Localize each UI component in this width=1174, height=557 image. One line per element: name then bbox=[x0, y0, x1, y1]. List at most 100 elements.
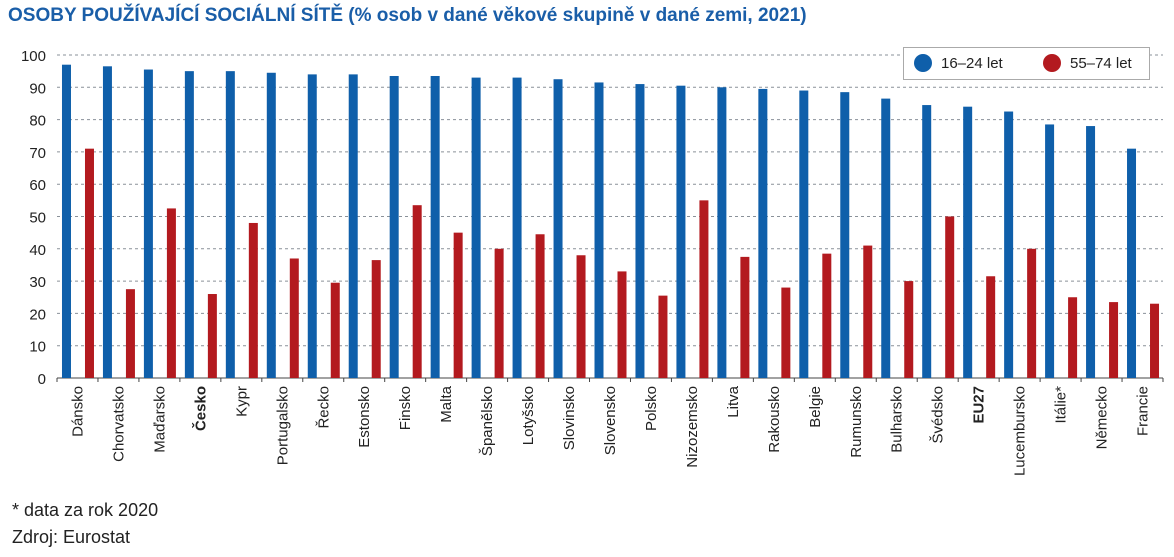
y-tick-label: 30 bbox=[29, 274, 46, 291]
bar-series2 bbox=[166, 208, 176, 378]
x-tick-label: Francie bbox=[1135, 386, 1152, 436]
x-tick-label: Finsko bbox=[397, 386, 414, 430]
bar-series1 bbox=[471, 77, 481, 379]
bar-series2 bbox=[986, 276, 996, 378]
bar-series2 bbox=[781, 287, 791, 378]
bar-series2 bbox=[84, 148, 94, 378]
bar-series2 bbox=[535, 234, 545, 378]
x-tick-label: Řecko bbox=[315, 386, 332, 429]
x-tick-label: Slovensko bbox=[602, 386, 619, 455]
y-tick-label: 40 bbox=[29, 242, 46, 259]
x-tick-label: Itálie* bbox=[1053, 386, 1070, 424]
y-tick-label: 100 bbox=[21, 48, 46, 65]
bar-series1 bbox=[717, 87, 727, 379]
bar-series1 bbox=[922, 105, 932, 378]
x-tick-label: Bulharsko bbox=[889, 386, 906, 453]
legend-label-series2: 55–74 let bbox=[1070, 54, 1132, 72]
x-tick-label: Maďarsko bbox=[151, 386, 168, 453]
legend-item-series1: 16–24 let bbox=[914, 54, 1003, 72]
chart-title-main: OSOBY POUŽÍVAJÍCÍ SOCIÁLNÍ SÍTĚ bbox=[8, 5, 344, 26]
y-tick-label: 70 bbox=[29, 145, 46, 162]
x-tick-label: Španělsko bbox=[479, 386, 496, 456]
bar-series1 bbox=[963, 106, 973, 379]
y-tick-label: 90 bbox=[29, 80, 46, 97]
bar-series1 bbox=[594, 82, 604, 378]
bar-series1 bbox=[225, 71, 235, 379]
y-tick-label: 0 bbox=[38, 371, 46, 388]
bar-series1 bbox=[266, 72, 276, 378]
bar-series2 bbox=[330, 282, 340, 378]
x-tick-label: Slovinsko bbox=[561, 386, 578, 450]
chart-title-sub: (% osob v dané věkové skupině v dané zem… bbox=[348, 5, 807, 26]
legend-swatch-series1 bbox=[914, 54, 932, 72]
bar-series1 bbox=[881, 98, 891, 378]
bar-series1 bbox=[1127, 148, 1137, 378]
bar-series2 bbox=[658, 295, 668, 378]
footnote: * data za rok 2020 bbox=[12, 500, 159, 520]
x-tick-label: Rakousko bbox=[766, 386, 783, 453]
bar-series2 bbox=[125, 289, 135, 378]
x-tick-label: Nizozemsko bbox=[684, 386, 701, 468]
x-tick-label: EU27 bbox=[971, 386, 988, 424]
x-tick-label: Kypr bbox=[233, 386, 250, 417]
y-tick-label: 80 bbox=[29, 113, 46, 130]
x-tick-label: Lucembursko bbox=[1012, 386, 1029, 476]
x-tick-label: Chorvatsko bbox=[110, 386, 127, 462]
bar-series2 bbox=[1068, 297, 1078, 378]
bar-series2 bbox=[1027, 248, 1037, 378]
bar-chart: 0 10 20 30 40 50 60 70 80 90 100 Dánsko Chorvatsko Ma… bbox=[21, 48, 1164, 476]
source-note: Zdroj: Eurostat bbox=[12, 527, 131, 547]
bar-series1 bbox=[184, 71, 194, 379]
bar-series2 bbox=[945, 216, 955, 378]
bar-series1 bbox=[389, 75, 399, 379]
bar-series2 bbox=[740, 256, 750, 378]
bar-series1 bbox=[758, 88, 768, 378]
x-tick-label: Dánsko bbox=[69, 386, 86, 437]
bar-series1 bbox=[61, 64, 71, 378]
bar-series2 bbox=[1109, 302, 1119, 378]
bar-series2 bbox=[494, 248, 504, 378]
bar-series2 bbox=[576, 255, 586, 378]
bar-series2 bbox=[1150, 303, 1160, 378]
bar-series1 bbox=[635, 84, 645, 378]
x-tick-label: Německo bbox=[1094, 386, 1111, 449]
x-tick-label: Polsko bbox=[643, 386, 660, 431]
bar-series1 bbox=[799, 90, 809, 378]
x-tick-label: Rumunsko bbox=[848, 386, 865, 458]
bar-series2 bbox=[412, 205, 422, 378]
bar-series1 bbox=[143, 69, 153, 378]
x-tick-label: Portugalsko bbox=[274, 386, 291, 465]
bar-series2 bbox=[617, 271, 627, 378]
bar-series2 bbox=[904, 281, 914, 378]
bar-series2 bbox=[207, 294, 217, 378]
x-tick-label: Švédsko bbox=[930, 386, 947, 444]
x-tick-label: Belgie bbox=[807, 386, 824, 428]
bar-series1 bbox=[348, 74, 358, 378]
legend-item-series2: 55–74 let bbox=[1043, 54, 1132, 72]
legend-swatch-series2 bbox=[1043, 54, 1061, 72]
bar-series1 bbox=[840, 92, 850, 379]
y-tick-label: 50 bbox=[29, 210, 46, 227]
bar-series2 bbox=[822, 253, 832, 378]
bar-series1 bbox=[553, 79, 563, 378]
y-tick-label: 60 bbox=[29, 177, 46, 194]
bar-series2 bbox=[289, 258, 299, 378]
bar-series2 bbox=[863, 245, 873, 378]
x-tick-label: Malta bbox=[438, 385, 455, 422]
bar-series1 bbox=[430, 75, 440, 379]
bar-series2 bbox=[699, 200, 709, 378]
x-tick-label: Estonsko bbox=[356, 386, 373, 448]
bar-series1 bbox=[1045, 124, 1055, 378]
x-tick-label: Lotyšsko bbox=[520, 386, 537, 445]
legend-label-series1: 16–24 let bbox=[941, 54, 1003, 72]
y-tick-label: 10 bbox=[29, 339, 46, 356]
chart-title: OSOBY POUŽÍVAJÍCÍ SOCIÁLNÍ SÍTĚ (% osob … bbox=[8, 5, 807, 27]
bar-series2 bbox=[248, 222, 258, 378]
bar-series1 bbox=[512, 77, 522, 379]
bar-series1 bbox=[676, 85, 686, 378]
bar-series1 bbox=[1086, 126, 1096, 378]
bar-series1 bbox=[102, 66, 112, 379]
bar-series1 bbox=[1004, 111, 1014, 379]
x-tick-label: Litva bbox=[725, 385, 742, 417]
bar-series2 bbox=[453, 232, 463, 378]
